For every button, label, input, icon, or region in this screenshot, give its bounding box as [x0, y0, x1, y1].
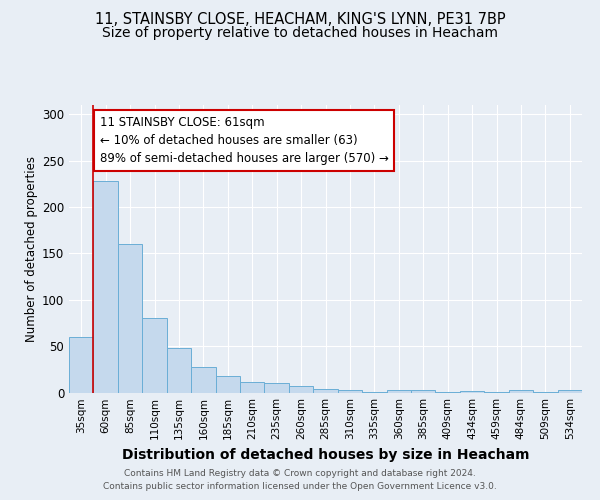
Bar — [313, 389, 338, 392]
Bar — [289, 386, 313, 392]
Bar — [265, 383, 289, 392]
Bar — [460, 390, 484, 392]
Bar — [118, 244, 142, 392]
Bar — [69, 337, 94, 392]
Bar — [338, 390, 362, 392]
Bar — [411, 390, 436, 392]
Bar — [94, 181, 118, 392]
Bar — [509, 390, 533, 392]
Text: 11 STAINSBY CLOSE: 61sqm
← 10% of detached houses are smaller (63)
89% of semi-d: 11 STAINSBY CLOSE: 61sqm ← 10% of detach… — [100, 116, 388, 165]
Bar — [557, 390, 582, 392]
Bar — [142, 318, 167, 392]
Text: Contains HM Land Registry data © Crown copyright and database right 2024.
Contai: Contains HM Land Registry data © Crown c… — [103, 469, 497, 491]
Y-axis label: Number of detached properties: Number of detached properties — [25, 156, 38, 342]
Bar — [386, 390, 411, 392]
Bar — [167, 348, 191, 393]
Bar — [215, 376, 240, 392]
Bar — [191, 368, 215, 392]
Text: 11, STAINSBY CLOSE, HEACHAM, KING'S LYNN, PE31 7BP: 11, STAINSBY CLOSE, HEACHAM, KING'S LYNN… — [95, 12, 505, 28]
X-axis label: Distribution of detached houses by size in Heacham: Distribution of detached houses by size … — [122, 448, 529, 462]
Bar — [240, 382, 265, 392]
Text: Size of property relative to detached houses in Heacham: Size of property relative to detached ho… — [102, 26, 498, 40]
